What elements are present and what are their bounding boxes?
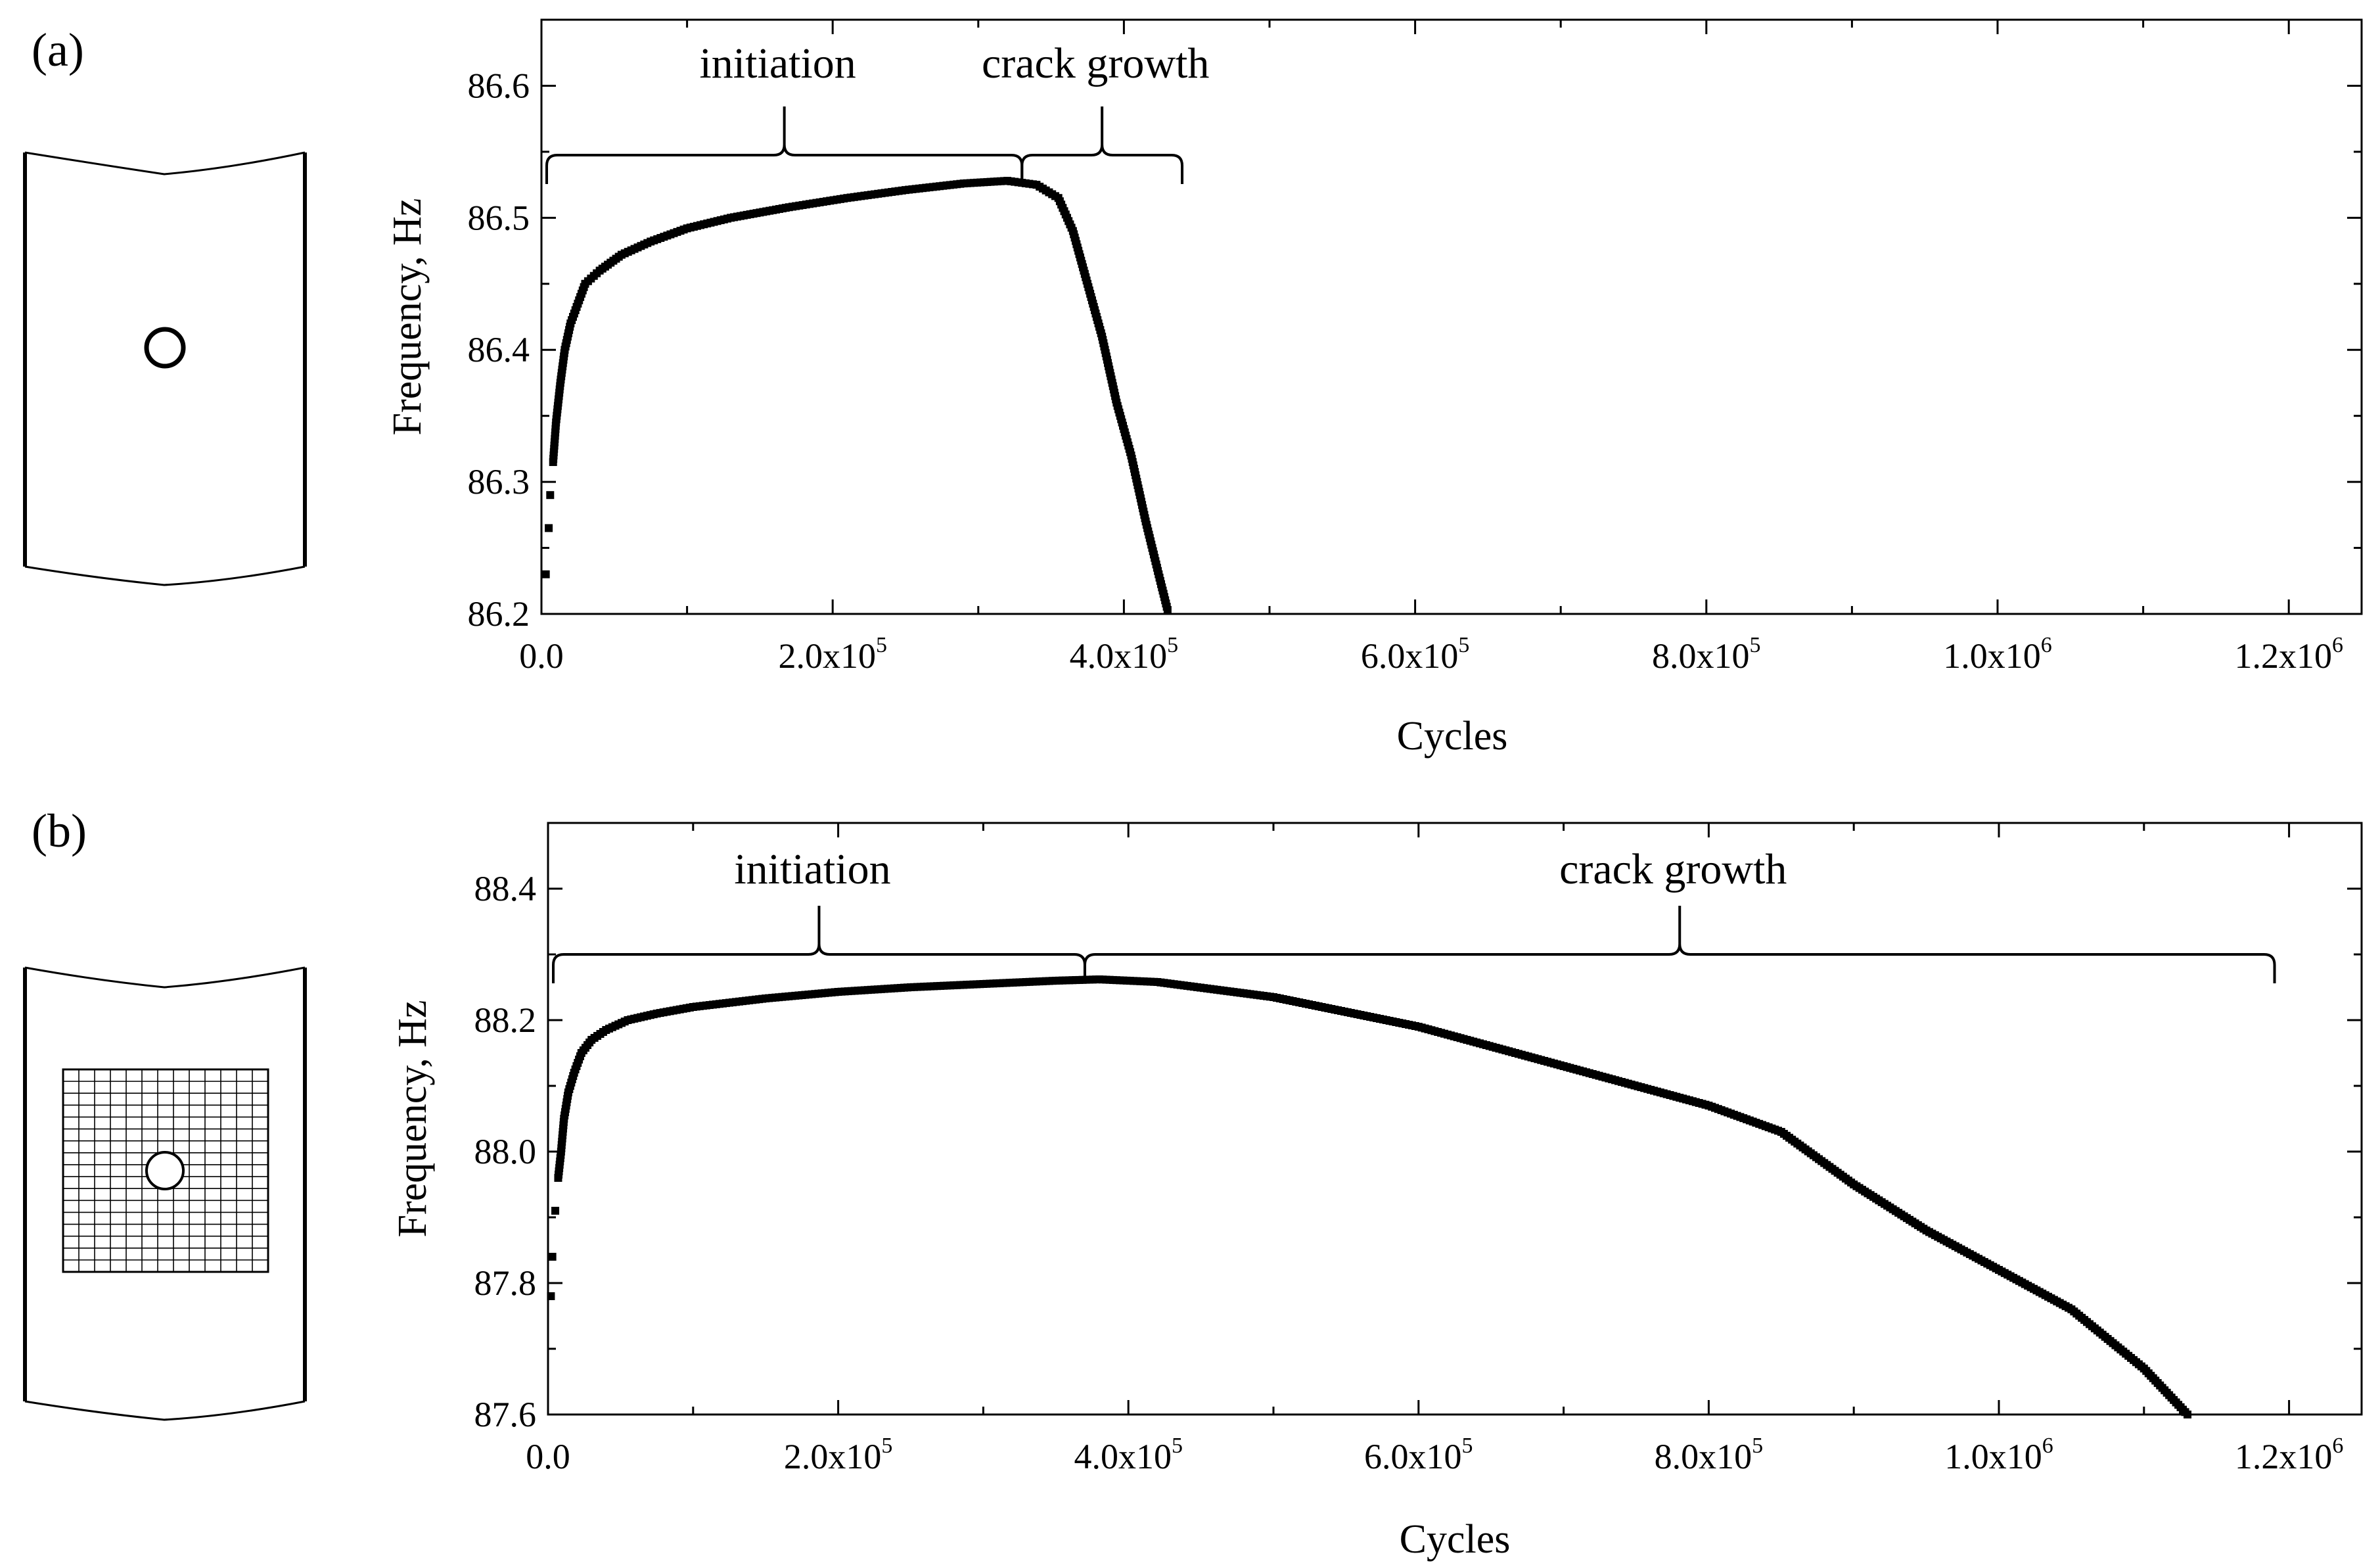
x-tick-label: 1.2x106 [2235, 1434, 2344, 1476]
y-tick-label: 88.2 [474, 1000, 537, 1040]
data-point [541, 570, 550, 578]
data-point [1163, 605, 1172, 614]
initiation-label: initiation [734, 845, 890, 893]
x-tick-label: 2.0x105 [778, 633, 887, 676]
crack-growth-label: crack growth [1559, 845, 1787, 893]
x-tick-label: 1.0x106 [1943, 633, 2052, 676]
initiation-label: initiation [699, 39, 856, 87]
data-point [548, 1253, 557, 1261]
chart-b-frame [547, 822, 2363, 1416]
x-tick-label: 0.0 [519, 636, 564, 676]
chart-b-marks [547, 975, 2192, 1418]
chart-a: 0.0 2.0x105 4.0x105 6.0x105 8.0x105 1.0x106 1.… [385, 18, 2363, 759]
y-tick-label: 88.4 [474, 869, 537, 908]
chart-a-xlabel: Cycles [1397, 714, 1508, 759]
data-point [545, 524, 553, 532]
chart-b: 0.0 2.0x105 4.0x105 6.0x105 8.0x105 1.0x106 1.… [390, 822, 2363, 1562]
y-tick-label: 88.0 [474, 1132, 537, 1171]
y-tick-label: 86.3 [468, 462, 530, 502]
specimen-sketch-a [23, 151, 307, 586]
y-tick-label: 86.2 [468, 594, 530, 634]
x-tick-label: 8.0x105 [1652, 633, 1761, 676]
phase-brace [1020, 106, 1184, 184]
chart-a-ylabel: Frequency, Hz [385, 199, 430, 436]
y-tick-label: 86.6 [468, 66, 530, 105]
specimen-sketch-b [23, 966, 307, 1421]
x-tick-label: 4.0x105 [1074, 1434, 1183, 1476]
phase-brace [1083, 906, 2276, 983]
x-tick-label: 1.0x106 [1944, 1434, 2053, 1476]
data-point [546, 491, 555, 500]
x-tick-label: 6.0x105 [1361, 633, 1470, 676]
x-tick-label: 6.0x105 [1364, 1434, 1473, 1476]
y-tick-label: 87.6 [474, 1395, 537, 1434]
crack-growth-label: crack growth [982, 39, 1209, 87]
y-tick-label: 86.4 [468, 330, 530, 369]
chart-b-ylabel: Frequency, Hz [390, 1000, 435, 1238]
y-tick-label: 87.8 [474, 1263, 537, 1303]
hole-icon [144, 327, 186, 369]
phase-brace [545, 106, 1024, 184]
panel-label-b: (b) [32, 805, 87, 857]
phase-brace [552, 906, 1086, 983]
x-tick-label: 0.0 [526, 1437, 570, 1476]
x-tick-label: 1.2x106 [2234, 633, 2343, 676]
x-tick-label: 8.0x105 [1655, 1434, 1764, 1476]
x-tick-label: 4.0x105 [1070, 633, 1179, 676]
chart-b-xlabel: Cycles [1400, 1517, 1511, 1562]
chart-a-frame [540, 18, 2363, 615]
x-tick-label: 2.0x105 [784, 1434, 893, 1476]
hole-icon [145, 1151, 185, 1190]
chart-a-marks [541, 177, 1172, 614]
data-point [551, 1207, 560, 1215]
panel-label-a: (a) [32, 24, 84, 76]
y-tick-label: 86.5 [468, 198, 530, 237]
